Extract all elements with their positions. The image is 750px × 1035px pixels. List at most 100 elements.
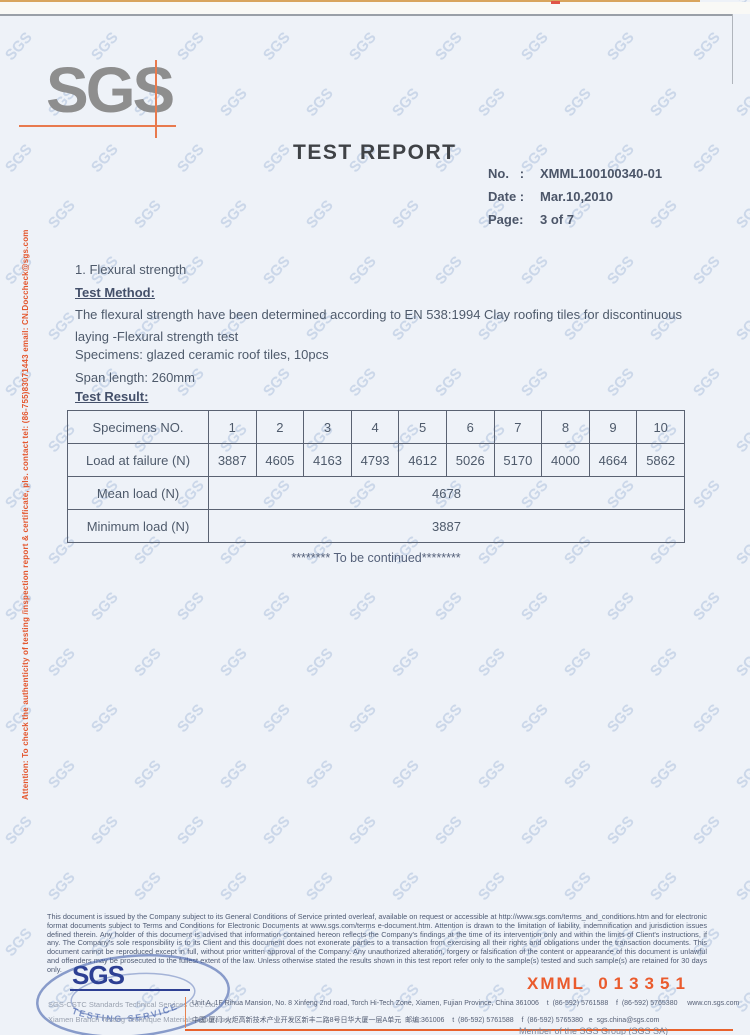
test-result-table: Specimens NO. 1 2 3 4 5 6 7 8 9 10 Load … <box>67 410 685 543</box>
sgs-watermark: SGS <box>560 85 595 120</box>
sgs-watermark: SGS <box>216 757 251 792</box>
table-cell: 5026 <box>445 443 495 477</box>
sgs-watermark: SGS <box>259 589 294 624</box>
report-page-label: Page: <box>488 212 524 227</box>
sgs-watermark: SGS <box>302 197 337 232</box>
sgs-watermark: SGS <box>1 925 36 960</box>
sgs-watermark: SGS <box>517 701 552 736</box>
sgs-watermark: SGS <box>87 589 122 624</box>
sgs-watermark: SGS <box>345 589 380 624</box>
section-title: 1. Flexural strength <box>75 262 187 277</box>
sgs-watermark: SGS <box>732 981 750 1016</box>
table-cell: 3 <box>303 410 352 444</box>
table-cell: 10 <box>636 410 685 444</box>
sgs-watermark: SGS <box>302 981 337 1016</box>
sgs-watermark: SGS <box>44 197 79 232</box>
table-cell: 4000 <box>541 443 590 477</box>
report-number-value: XMML100100340-01 <box>540 166 663 181</box>
sgs-watermark: SGS <box>259 365 294 400</box>
sgs-watermark: SGS <box>173 813 208 848</box>
sgs-watermark: SGS <box>517 29 552 64</box>
sgs-watermark: SGS <box>517 813 552 848</box>
sgs-watermark: SGS <box>130 757 165 792</box>
table-cell: 4605 <box>255 443 305 477</box>
sgs-watermark: SGS <box>1 589 36 624</box>
sgs-watermark: SGS <box>44 309 79 344</box>
sgs-watermark: SGS <box>302 645 337 680</box>
sgs-watermark: SGS <box>431 589 466 624</box>
test-method-line-1: The flexural strength have been determin… <box>75 307 683 322</box>
table-cell: Mean load (N) <box>67 476 209 510</box>
sgs-watermark: SGS <box>388 85 423 120</box>
sgs-watermark: SGS <box>216 85 251 120</box>
sgs-watermark: SGS <box>302 757 337 792</box>
scan-artifact-right-line <box>732 14 733 84</box>
sgs-logo: SGS <box>46 54 175 126</box>
sgs-watermark: SGS <box>560 757 595 792</box>
table-cell: 4678 <box>208 476 685 510</box>
sgs-watermark: SGS <box>431 813 466 848</box>
sgs-watermark: SGS <box>345 701 380 736</box>
table-cell: 9 <box>588 410 638 444</box>
sgs-watermark: SGS <box>689 701 724 736</box>
sgs-watermark: SGS <box>388 869 423 904</box>
table-cell: 1 <box>208 410 257 444</box>
sgs-watermark: SGS <box>302 85 337 120</box>
sgs-watermark: SGS <box>689 477 724 512</box>
table-cell: 4163 <box>303 443 352 477</box>
sgs-watermark: SGS <box>689 253 724 288</box>
sgs-watermark: SGS <box>431 29 466 64</box>
sgs-watermark: SGS <box>259 813 294 848</box>
sgs-watermark: SGS <box>345 813 380 848</box>
sgs-watermark: SGS <box>603 365 638 400</box>
sgs-watermark: SGS <box>1 141 36 176</box>
scan-artifact-red-dash <box>551 1 560 4</box>
sgs-watermark: SGS <box>87 813 122 848</box>
sgs-watermark: SGS <box>345 365 380 400</box>
sgs-watermark: SGS <box>1 477 36 512</box>
logo-crosshair-vertical <box>155 60 157 138</box>
sgs-watermark: SGS <box>474 85 509 120</box>
authenticity-side-note: Attention: To check the authenticity of … <box>21 229 30 800</box>
table-cell: 8 <box>541 410 590 444</box>
sgs-watermark: SGS <box>474 869 509 904</box>
sgs-watermark: SGS <box>474 981 509 1016</box>
serial-digits: 013351 <box>598 974 691 993</box>
table-cell: 4 <box>350 410 400 444</box>
sgs-watermark: SGS <box>431 365 466 400</box>
sgs-watermark: SGS <box>603 701 638 736</box>
sgs-watermark: SGS <box>517 589 552 624</box>
sgs-watermark: SGS <box>388 645 423 680</box>
report-date-row: Date : Mar.10,2010 <box>488 189 662 204</box>
table-cell: 5862 <box>636 443 685 477</box>
span-length-line: Span length: 260mm <box>75 370 195 385</box>
sgs-watermark: SGS <box>87 141 122 176</box>
sgs-watermark: SGS <box>732 309 750 344</box>
sgs-watermark: SGS <box>1 29 36 64</box>
report-meta: No. : XMML100100340-01 Date : Mar.10,201… <box>488 166 662 235</box>
sgs-watermark: SGS <box>732 421 750 456</box>
footer-orange-rule <box>185 1029 733 1031</box>
sgs-watermark: SGS <box>130 197 165 232</box>
sgs-watermark: SGS <box>732 645 750 680</box>
sgs-watermark: SGS <box>1 365 36 400</box>
table-row-mean: Mean load (N) 4678 <box>67 476 685 510</box>
sgs-watermark: SGS <box>216 197 251 232</box>
test-method-line-2: laying -Flexural strength test <box>75 329 239 344</box>
sgs-watermark: SGS <box>431 253 466 288</box>
sgs-watermark: SGS <box>173 141 208 176</box>
sgs-watermark: SGS <box>302 869 337 904</box>
sgs-watermark: SGS <box>732 869 750 904</box>
scan-artifact-top-line <box>0 0 700 2</box>
sgs-watermark: SGS <box>44 645 79 680</box>
legal-disclaimer: This document is issued by the Company s… <box>47 912 707 974</box>
report-number-label: No. : <box>488 166 525 181</box>
table-cell: 3887 <box>208 443 257 477</box>
sgs-watermark: SGS <box>517 253 552 288</box>
sgs-watermark: SGS <box>689 365 724 400</box>
table-row-load: Load at failure (N) 3887 4605 4163 4793 … <box>67 443 685 477</box>
sgs-watermark: SGS <box>216 645 251 680</box>
table-cell: 5 <box>398 410 447 444</box>
sgs-watermark: SGS <box>44 757 79 792</box>
